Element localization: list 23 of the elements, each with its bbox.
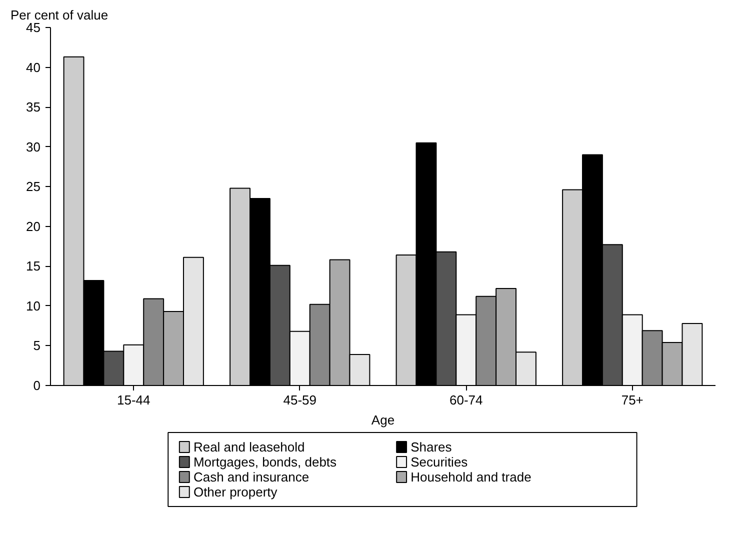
y-axis-title: Per cent of value [10,8,108,22]
legend-label: Real and leasehold [193,440,305,454]
y-tick-label: 0 [33,378,41,393]
y-tick-label: 45 [26,20,41,35]
legend-label: Household and trade [410,470,532,484]
y-tick-label: 30 [26,139,41,154]
legend-label: Shares [410,440,452,454]
y-tick-label: 5 [33,338,41,354]
legend-label: Mortgages, bonds, debts [193,454,338,470]
legend-label: Cash and insurance [193,470,310,484]
y-tick-label: 25 [26,179,41,194]
legend-label: Securities [410,454,468,470]
x-tick-label: 15-44 [117,392,150,408]
y-tick-label: 15 [26,258,41,274]
legend-label: Other property [193,484,278,500]
y-tick-label: 40 [26,60,41,75]
x-tick-label: 60-74 [450,392,483,408]
x-tick-label: 75+ [621,392,644,408]
x-tick-label: 45-59 [283,392,316,408]
y-tick-label: 20 [26,218,41,234]
y-tick-label: 10 [26,298,41,314]
x-axis-title: Age [371,412,395,428]
y-tick-label: 35 [26,100,41,115]
